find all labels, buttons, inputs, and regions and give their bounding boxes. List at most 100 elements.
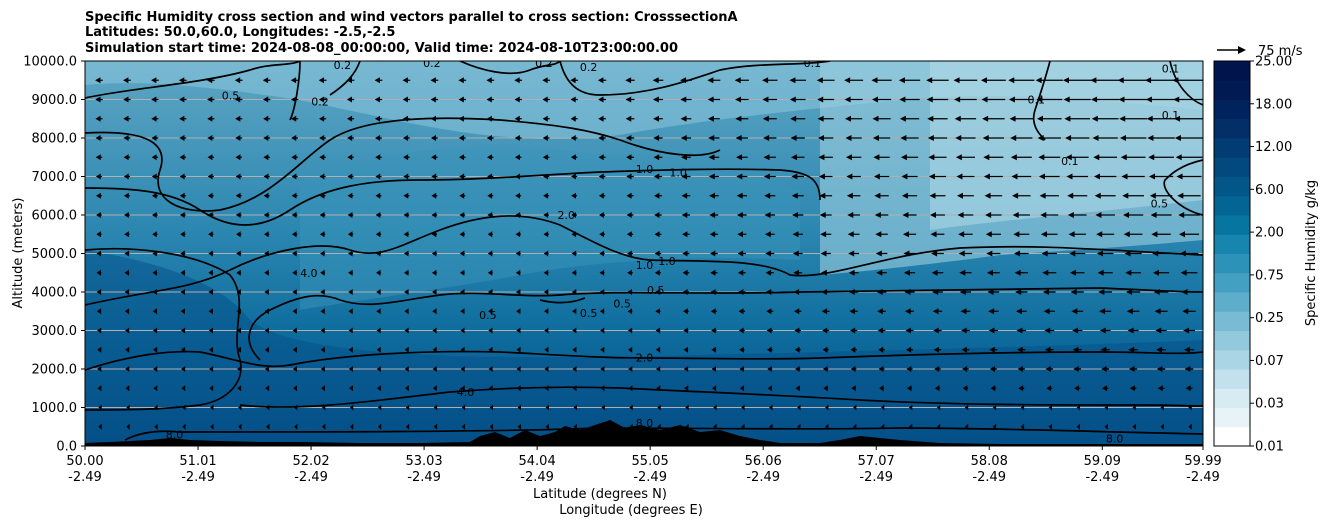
wind-vector-head xyxy=(767,385,772,392)
x-tick-label-lat: 51.01 xyxy=(179,454,216,469)
wind-vector-head xyxy=(545,423,549,430)
wind-vector-head xyxy=(320,327,325,334)
contour-label: 1.0 xyxy=(658,255,676,268)
wind-vector-head xyxy=(431,173,437,180)
wind-vector-head xyxy=(823,366,828,372)
wind-vector-head xyxy=(1071,308,1078,315)
wind-vector-head xyxy=(570,135,576,141)
wind-vector-head xyxy=(403,173,409,180)
wind-vector-head xyxy=(1042,289,1049,295)
wind-vector-head xyxy=(899,96,906,103)
wind-vector-head xyxy=(209,366,214,372)
colorbar-segment xyxy=(1214,330,1250,351)
wind-vector-head xyxy=(955,135,962,141)
wind-vector-head xyxy=(657,404,661,411)
wind-vector-head xyxy=(570,77,576,84)
wind-vector-head xyxy=(1145,96,1152,103)
wind-vector-head xyxy=(739,366,744,372)
wind-vector-head xyxy=(263,192,269,199)
wind-vector-head xyxy=(402,77,408,84)
wind-vector-head xyxy=(179,96,185,103)
wind-vector-head xyxy=(319,212,325,218)
wind-vector-head xyxy=(737,250,744,257)
wind-vector-head xyxy=(544,308,549,315)
wind-vector-head xyxy=(404,289,409,295)
wind-vector-head xyxy=(681,192,688,199)
wind-vector-head xyxy=(98,404,102,411)
wind-vector-head xyxy=(1174,135,1181,141)
wind-vector-head xyxy=(683,308,688,315)
wind-vector-head xyxy=(990,385,996,392)
wind-vector-head xyxy=(264,346,269,353)
wind-vector-head xyxy=(402,96,408,103)
wind-vector-head xyxy=(790,135,797,141)
wind-vector-head xyxy=(95,96,101,103)
wind-vector-head xyxy=(992,423,997,430)
wind-vector-head xyxy=(234,77,241,84)
wind-vector-head xyxy=(348,269,353,276)
wind-vector-head xyxy=(1074,385,1079,392)
wind-vector-head xyxy=(181,385,186,392)
wind-vector-head xyxy=(545,404,549,411)
wind-vector-head xyxy=(793,269,799,276)
wind-vector-head xyxy=(515,250,521,257)
wind-vector-head xyxy=(1010,135,1017,141)
wind-vector-head xyxy=(1041,250,1048,257)
wind-vector-head xyxy=(514,115,520,122)
x-tick-label-lon: -2.49 xyxy=(859,470,893,485)
contour-label: 0.2 xyxy=(535,57,553,70)
moist-boundary-layer xyxy=(85,250,1203,446)
wind-vector-head xyxy=(124,289,130,295)
wind-vector-head xyxy=(95,77,101,84)
wind-vector-head xyxy=(1009,115,1016,122)
wind-vector-head xyxy=(404,366,409,372)
wind-vector-head xyxy=(1010,154,1017,161)
wind-vector-head xyxy=(516,308,521,315)
wind-vector-head xyxy=(318,77,325,84)
wind-vector-head xyxy=(291,115,297,122)
wind-vector-head xyxy=(1177,192,1184,199)
wind-vector-head xyxy=(625,135,632,141)
x-tick-label-lon: -2.49 xyxy=(181,470,215,485)
wind-vector-head xyxy=(1146,115,1153,122)
wind-vector-head xyxy=(543,231,549,238)
wind-vector-head xyxy=(980,77,987,84)
colorbar-frame xyxy=(1213,60,1251,447)
wind-vector-head xyxy=(178,77,185,84)
wind-vector-head xyxy=(404,346,409,353)
wind-vector-head xyxy=(123,77,129,84)
contour-label: 0.5 xyxy=(613,298,631,311)
wind-vector-head xyxy=(210,423,214,430)
wind-vector-head xyxy=(928,173,935,180)
wind-vector-head xyxy=(320,269,325,276)
wind-vector-head xyxy=(598,135,604,141)
wind-vector-head xyxy=(764,212,771,218)
wind-vector-head xyxy=(488,366,493,372)
wind-vector-head xyxy=(1132,423,1136,430)
wind-vector-head xyxy=(1065,154,1072,161)
wind-vector-head xyxy=(210,404,214,411)
wind-vector-head xyxy=(292,269,297,276)
wind-vector-head xyxy=(1175,154,1182,161)
wind-vector-head xyxy=(347,231,353,238)
wind-vector-head xyxy=(514,154,520,161)
wind-vector-head xyxy=(600,346,605,353)
wind-vector-head xyxy=(625,96,632,103)
x-tick-label-lon: -2.49 xyxy=(407,470,441,485)
wind-vector-head xyxy=(625,115,632,122)
wind-vector-head xyxy=(571,269,577,276)
wind-vector-head xyxy=(682,269,688,276)
wind-vector-head xyxy=(319,135,325,141)
wind-vector-head xyxy=(376,327,381,334)
wind-vector-head xyxy=(1119,115,1126,122)
x-tick-label-lat: 56.06 xyxy=(745,454,782,469)
wind-vector-head xyxy=(124,212,129,218)
wind-vector-head xyxy=(845,154,852,161)
wind-vector-head xyxy=(207,173,213,180)
wind-vector-head xyxy=(626,212,632,218)
wind-vector-head xyxy=(125,327,130,334)
wind-vector-head xyxy=(403,212,409,218)
wind-vector-head xyxy=(1018,385,1024,392)
wind-vector-head xyxy=(880,404,885,411)
wind-vector-head xyxy=(374,77,380,84)
